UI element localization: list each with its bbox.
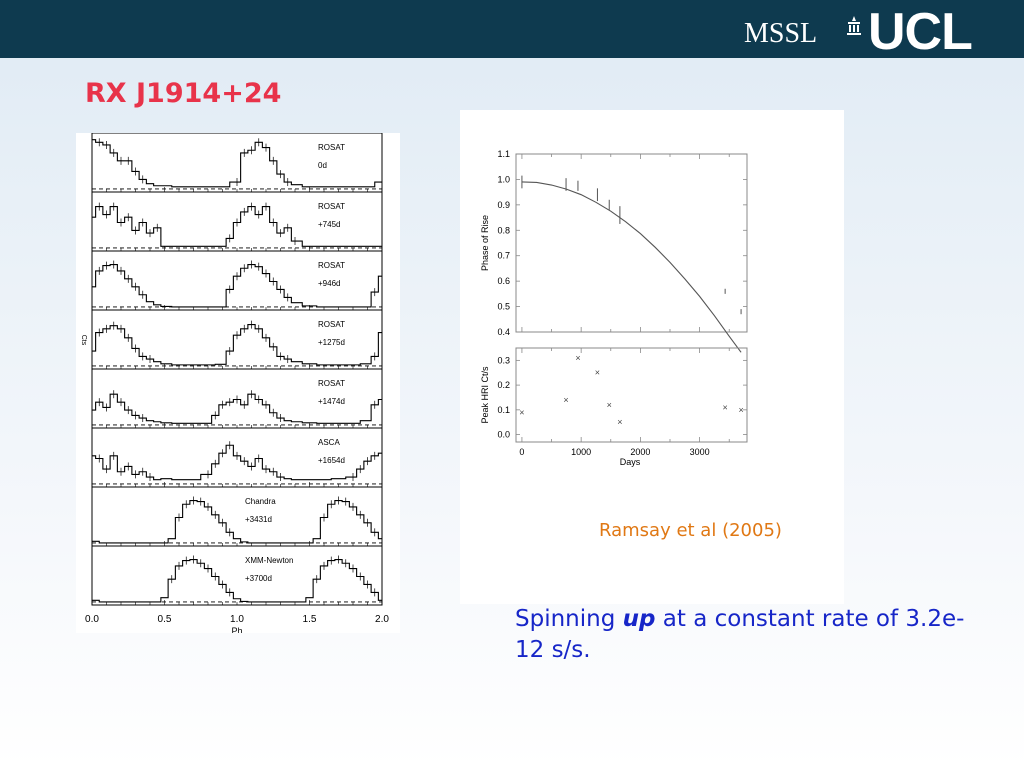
lc-series-7 <box>92 558 382 603</box>
lc-series-5 <box>92 444 382 481</box>
lc-panel-epoch-3: +1275d <box>318 338 345 347</box>
lower-panel-frame <box>515 347 748 443</box>
upper-y-tick-label: 0.4 <box>497 327 510 337</box>
lower-y-tick-label: 0.0 <box>497 430 510 440</box>
upper-y-tick-label: 1.1 <box>497 149 510 159</box>
lc-panel-label-7: XMM-Newton <box>245 556 293 565</box>
peak-rate-point: × <box>575 353 580 363</box>
peak-rate-point: × <box>595 368 600 378</box>
lc-x-tick-label: 2.0 <box>375 614 389 625</box>
lc-series-2 <box>92 263 382 308</box>
lc-series-6 <box>92 499 382 544</box>
lc-panel-frame <box>91 486 383 547</box>
lc-panel-epoch-7: +3700d <box>245 574 272 583</box>
peak-rate-point: × <box>723 402 728 412</box>
lower-y-tick-label: 0.2 <box>497 380 510 390</box>
spin-evolution-chart: 0.4 0.5 0.6 0.7 0.8 0.9 1.0 1.1 Phase of Rise 0.0… <box>480 149 748 467</box>
lc-series-0 <box>92 139 382 188</box>
lc-panel-epoch-0: 0d <box>318 161 327 170</box>
peak-rate-point: × <box>617 417 622 427</box>
lc-panel-frame <box>91 545 383 606</box>
lc-panel-label-0: ROSAT <box>318 143 345 152</box>
statement: Spinning up at a constant rate of 3.2e-1… <box>515 604 975 666</box>
upper-y-tick-label: 0.8 <box>497 225 510 235</box>
lc-panel-epoch-1: +745d <box>318 220 340 229</box>
statement-emphasis: up <box>622 606 656 632</box>
light-curve-chart: ROSAT 0d ROSAT +745d ROSAT +946d ROSAT +1275d RO… <box>80 132 389 636</box>
lower-x-tick-label: 3000 <box>690 447 710 457</box>
peak-rate-point: × <box>607 400 612 410</box>
upper-y-tick-label: 0.7 <box>497 251 510 261</box>
lower-y-tick-label: 0.3 <box>497 355 510 365</box>
upper-panel-frame <box>515 153 748 333</box>
peak-rate-point: × <box>519 407 524 417</box>
lc-x-tick-label: 1.5 <box>303 614 317 625</box>
lc-panel-label-3: ROSAT <box>318 320 345 329</box>
upper-y-tick-label: 1.0 <box>497 174 510 184</box>
upper-y-tick-label: 0.5 <box>497 302 510 312</box>
lower-y-tick-label: 0.1 <box>497 405 510 415</box>
lc-x-tick-label: 1.0 <box>230 614 244 625</box>
upper-y-axis-label: Phase of Rise <box>480 215 490 271</box>
statement-before: Spinning <box>515 606 623 632</box>
lc-x-tick-label: 0.5 <box>158 614 172 625</box>
spin-evolution-figure: 0.4 0.5 0.6 0.7 0.8 0.9 1.0 1.1 Phase of Rise 0.0… <box>460 110 844 604</box>
lower-x-tick-label: 2000 <box>630 447 650 457</box>
slide-title: RX J1914+24 <box>85 78 282 109</box>
building-icon <box>846 16 862 43</box>
lc-series-1 <box>92 206 382 247</box>
citation: Ramsay et al (2005) <box>599 520 782 541</box>
lc-y-axis-label: Cts <box>80 335 87 346</box>
ucl-logo: UCL <box>868 3 973 61</box>
lc-panel-label-5: ASCA <box>318 438 340 447</box>
peak-rate-point: × <box>738 405 743 415</box>
lower-y-axis-label: Peak HRI Ct/s <box>480 366 490 424</box>
statement-after: at a constant rate of 3.2e-12 s/s. <box>515 606 965 663</box>
lc-panel-epoch-2: +946d <box>318 279 340 288</box>
mssl-wordmark: MSSL <box>744 18 818 49</box>
phase-fit-curve <box>521 181 742 353</box>
lc-panel-label-6: Chandra <box>245 497 276 506</box>
lc-panel-label-2: ROSAT <box>318 261 345 270</box>
upper-y-tick-label: 0.9 <box>497 200 510 210</box>
lower-x-tick-label: 0 <box>519 447 524 457</box>
lc-panel-epoch-4: +1474d <box>318 397 345 406</box>
lower-x-axis-label: Days <box>620 457 641 467</box>
lower-x-tick-label: 1000 <box>571 447 591 457</box>
lc-series-3 <box>92 324 382 366</box>
lc-x-tick-label: 0.0 <box>85 614 99 625</box>
lc-panel-label-1: ROSAT <box>318 202 345 211</box>
header-bar: MSSL UCL <box>0 0 1024 61</box>
upper-y-tick-label: 0.6 <box>497 276 510 286</box>
lc-panel-label-4: ROSAT <box>318 379 345 388</box>
lc-panel-epoch-6: +3431d <box>245 515 272 524</box>
light-curve-figure: ROSAT 0d ROSAT +745d ROSAT +946d ROSAT +1275d RO… <box>76 132 400 636</box>
peak-rate-point: × <box>563 395 568 405</box>
lc-panel-epoch-5: +1654d <box>318 456 345 465</box>
lc-x-axis-label: Ph <box>231 626 242 633</box>
